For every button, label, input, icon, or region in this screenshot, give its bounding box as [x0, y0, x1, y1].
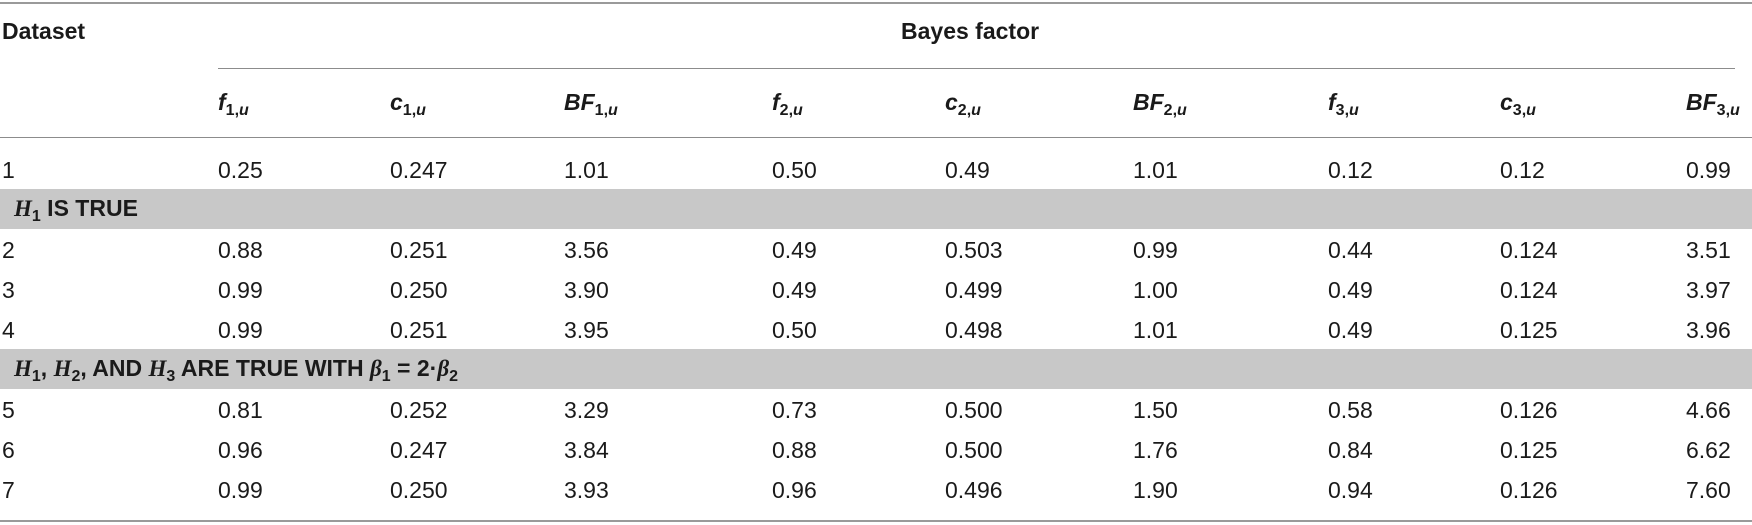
table-top-rule — [0, 2, 1752, 4]
bayes-factor-header: Bayes factor — [901, 18, 1040, 44]
table-cell: 0.500 — [945, 397, 1003, 423]
table-cell: 0.124 — [1500, 237, 1558, 263]
table-cell: 1.01 — [1133, 317, 1178, 343]
table-cell: 1.00 — [1133, 277, 1178, 303]
table-cell: 0.99 — [218, 317, 263, 343]
table-cell: 0.126 — [1500, 397, 1558, 423]
table-cell: 0.94 — [1328, 477, 1373, 503]
table-cell: 0.81 — [218, 397, 263, 423]
table-cell: 0.124 — [1500, 277, 1558, 303]
dataset-id-cell: 1 — [2, 157, 15, 183]
table-cell: 0.498 — [945, 317, 1003, 343]
table-cell: 0.99 — [1686, 157, 1731, 183]
column-header: f1,u — [218, 89, 249, 119]
section-label-h1-true: H1 IS TRUE — [14, 195, 138, 225]
table-cell: 3.29 — [564, 397, 609, 423]
table-cell: 0.84 — [1328, 437, 1373, 463]
table-cell: 0.496 — [945, 477, 1003, 503]
table-cell: 1.01 — [1133, 157, 1178, 183]
table-cell: 3.90 — [564, 277, 609, 303]
table-cell: 0.73 — [772, 397, 817, 423]
dataset-id-cell: 5 — [2, 397, 15, 423]
table-cell: 3.56 — [564, 237, 609, 263]
column-header: c2,u — [945, 89, 981, 119]
table-cell: 3.95 — [564, 317, 609, 343]
dataset-id-cell: 3 — [2, 277, 15, 303]
table-cell: 1.76 — [1133, 437, 1178, 463]
table-cell: 0.50 — [772, 157, 817, 183]
column-header: BF2,u — [1133, 89, 1187, 119]
table-cell: 7.60 — [1686, 477, 1731, 503]
table-cell: 0.96 — [218, 437, 263, 463]
dataset-id-cell: 4 — [2, 317, 15, 343]
table-cell: 0.251 — [390, 237, 448, 263]
table-cell: 0.250 — [390, 277, 448, 303]
table-cell: 3.97 — [1686, 277, 1731, 303]
table-cell: 0.12 — [1328, 157, 1373, 183]
column-header: BF1,u — [564, 89, 618, 119]
table-cell: 0.50 — [772, 317, 817, 343]
table-cell: 0.503 — [945, 237, 1003, 263]
table-cell: 6.62 — [1686, 437, 1731, 463]
table-cell: 0.500 — [945, 437, 1003, 463]
table-cell: 0.88 — [218, 237, 263, 263]
table-cell: 0.126 — [1500, 477, 1558, 503]
dataset-id-cell: 6 — [2, 437, 15, 463]
header-bottom-rule — [0, 137, 1752, 138]
table-cell: 0.44 — [1328, 237, 1373, 263]
column-header: f2,u — [772, 89, 803, 119]
table-cell: 1.90 — [1133, 477, 1178, 503]
table-cell: 0.49 — [772, 237, 817, 263]
table-cell: 3.51 — [1686, 237, 1731, 263]
table-cell: 0.499 — [945, 277, 1003, 303]
table-cell: 0.247 — [390, 437, 448, 463]
column-header: c1,u — [390, 89, 426, 119]
column-header: BF3,u — [1686, 89, 1740, 119]
table-cell: 3.96 — [1686, 317, 1731, 343]
table-cell: 0.252 — [390, 397, 448, 423]
section-band-all-true: H1, H2, AND H3 ARE TRUE WITH β1 = 2·β2 — [0, 349, 1752, 389]
table-cell: 0.49 — [1328, 317, 1373, 343]
table-cell: 0.96 — [772, 477, 817, 503]
column-header: f3,u — [1328, 89, 1359, 119]
bayes-factor-spanner-rule — [218, 68, 1735, 69]
column-header: c3,u — [1500, 89, 1536, 119]
table-cell: 0.99 — [218, 477, 263, 503]
table-cell: 1.01 — [564, 157, 609, 183]
table-cell: 0.125 — [1500, 437, 1558, 463]
section-label-all-true: H1, H2, AND H3 ARE TRUE WITH β1 = 2·β2 — [14, 355, 459, 385]
dataset-id-cell: 7 — [2, 477, 15, 503]
table-bottom-rule — [0, 520, 1752, 522]
table-cell: 0.250 — [390, 477, 448, 503]
section-band-h1-true: H1 IS TRUE — [0, 189, 1752, 229]
table-cell: 0.99 — [218, 277, 263, 303]
table-cell: 0.49 — [945, 157, 990, 183]
table-cell: 0.25 — [218, 157, 263, 183]
table-cell: 4.66 — [1686, 397, 1731, 423]
table-cell: 0.125 — [1500, 317, 1558, 343]
table-cell: 0.49 — [772, 277, 817, 303]
table-cell: 0.58 — [1328, 397, 1373, 423]
table-cell: 3.84 — [564, 437, 609, 463]
table-cell: 0.251 — [390, 317, 448, 343]
table-cell: 0.88 — [772, 437, 817, 463]
dataset-header: Dataset — [2, 18, 86, 44]
table-cell: 0.99 — [1133, 237, 1178, 263]
table-cell: 0.12 — [1500, 157, 1545, 183]
table-cell: 1.50 — [1133, 397, 1178, 423]
dataset-id-cell: 2 — [2, 237, 15, 263]
table-cell: 3.93 — [564, 477, 609, 503]
table-cell: 0.49 — [1328, 277, 1373, 303]
table-cell: 0.247 — [390, 157, 448, 183]
